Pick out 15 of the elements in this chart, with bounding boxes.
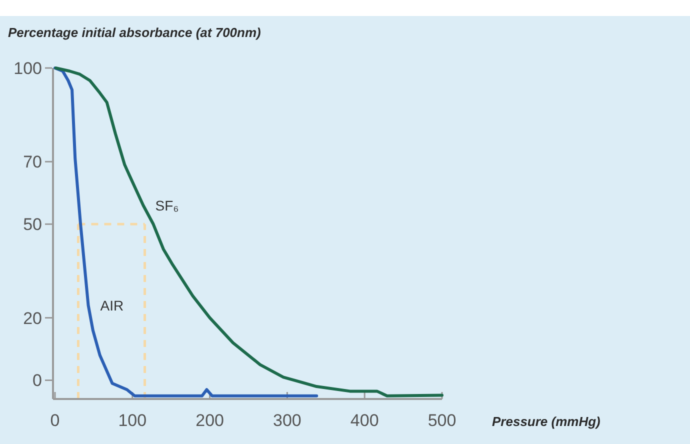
x-tick-label: 100: [118, 411, 147, 430]
y-axis-title: Percentage initial absorbance (at 700nm): [8, 25, 261, 40]
x-tick-label: 400: [350, 411, 379, 430]
x-axis-title: Pressure (mmHg): [492, 414, 600, 429]
x-tick-label: 300: [273, 411, 302, 430]
series-label: AIR: [100, 297, 124, 314]
series-label: SF₆: [155, 197, 179, 214]
y-tick-label: 70: [23, 152, 42, 172]
y-tick-label: 20: [23, 308, 42, 328]
x-tick-label: 500: [428, 411, 456, 430]
x-tick-label: 0: [50, 411, 60, 430]
y-tick-label: 100: [14, 58, 42, 78]
x-tick-label: 200: [196, 411, 224, 430]
y-tick-label: 0: [32, 371, 42, 390]
y-tick-label: 50: [23, 215, 42, 234]
